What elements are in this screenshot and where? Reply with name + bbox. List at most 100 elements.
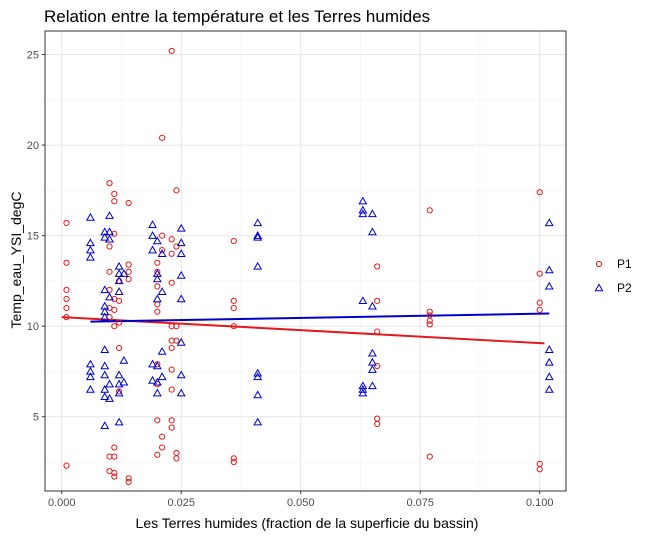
legend-key-p1 bbox=[595, 260, 603, 268]
data-point-p2 bbox=[367, 301, 377, 310]
data-point-p1 bbox=[426, 453, 433, 460]
data-point-p2 bbox=[157, 249, 167, 257]
data-point-p1 bbox=[159, 444, 166, 451]
data-point-p1 bbox=[536, 306, 543, 313]
data-point-p2 bbox=[119, 355, 129, 364]
data-point-p1 bbox=[159, 433, 166, 440]
y-tick-label: 25 bbox=[27, 50, 39, 62]
data-point-p1 bbox=[63, 286, 70, 294]
data-point-p1 bbox=[536, 466, 543, 473]
data-point-p2 bbox=[100, 392, 110, 401]
x-tick-label: 0.050 bbox=[287, 497, 315, 509]
data-point-p1 bbox=[159, 134, 166, 141]
x-tick-label: 0.025 bbox=[167, 497, 195, 509]
data-point-p1 bbox=[536, 189, 543, 196]
data-point-p1 bbox=[230, 304, 237, 312]
data-point-p1 bbox=[125, 261, 132, 268]
data-point-p2 bbox=[114, 388, 124, 397]
data-point-p1 bbox=[63, 462, 70, 469]
data-point-p2 bbox=[152, 388, 162, 397]
trend-lines bbox=[61, 312, 550, 345]
y-tick-label: 20 bbox=[27, 140, 39, 152]
data-point-p1 bbox=[111, 453, 118, 460]
data-point-p1 bbox=[374, 263, 381, 270]
data-point-p1 bbox=[106, 268, 113, 275]
data-point-p1 bbox=[115, 319, 123, 326]
data-point-p1 bbox=[168, 279, 175, 286]
data-point-p1 bbox=[173, 243, 180, 250]
data-point-p1 bbox=[426, 207, 433, 214]
data-point-p2 bbox=[114, 417, 124, 426]
data-point-p2 bbox=[367, 381, 377, 390]
data-point-p1 bbox=[168, 236, 175, 243]
data-point-p2 bbox=[253, 232, 263, 241]
data-point-p2 bbox=[544, 218, 554, 227]
data-point-p1 bbox=[230, 455, 237, 462]
data-point-p2 bbox=[119, 269, 129, 277]
data-point-p2 bbox=[253, 218, 263, 227]
data-point-p2 bbox=[100, 232, 110, 241]
data-point-p1 bbox=[374, 420, 381, 428]
data-point-p2 bbox=[105, 292, 114, 301]
data-point-p1 bbox=[173, 187, 180, 194]
data-point-p2 bbox=[176, 249, 186, 257]
data-point-p2 bbox=[367, 348, 377, 357]
data-point-p1 bbox=[111, 469, 118, 476]
data-point-p1 bbox=[230, 237, 237, 245]
data-point-p1 bbox=[154, 451, 161, 458]
data-point-p1 bbox=[374, 362, 381, 370]
data-point-p2 bbox=[358, 196, 368, 205]
data-point-p1 bbox=[159, 232, 166, 239]
data-point-p2 bbox=[100, 370, 110, 379]
data-point-p1 bbox=[111, 306, 118, 313]
y-axis-title: Temp_eau_YSI_degC bbox=[8, 192, 24, 329]
data-point-p1 bbox=[168, 417, 175, 424]
data-point-p1 bbox=[230, 458, 237, 466]
data-point-p1 bbox=[154, 283, 161, 290]
data-point-p1 bbox=[426, 308, 433, 315]
plot-border bbox=[44, 30, 567, 492]
data-point-p1 bbox=[125, 268, 132, 275]
data-point-p2 bbox=[100, 361, 110, 370]
data-point-p1 bbox=[168, 386, 175, 393]
data-point-p2 bbox=[105, 379, 114, 388]
data-point-p2 bbox=[253, 390, 263, 399]
data-point-p2 bbox=[152, 236, 162, 245]
data-point-p1 bbox=[426, 317, 433, 324]
data-point-p1 bbox=[111, 444, 118, 451]
legend-item-p1: P1 bbox=[595, 257, 632, 271]
data-point-p2 bbox=[176, 337, 186, 346]
data-point-p2 bbox=[114, 276, 124, 285]
y-tick-label: 5 bbox=[33, 412, 39, 424]
data-point-p1 bbox=[154, 417, 161, 424]
data-point-p1 bbox=[168, 366, 175, 373]
data-point-p2 bbox=[253, 417, 263, 426]
data-point-p2 bbox=[148, 375, 158, 384]
data-point-p2 bbox=[85, 212, 95, 221]
data-point-p2 bbox=[544, 265, 554, 274]
x-axis-title: Les Terres humides (fraction de la super… bbox=[136, 515, 479, 531]
data-point-p2 bbox=[253, 368, 263, 377]
data-point-p1 bbox=[154, 308, 161, 315]
data-point-p2 bbox=[253, 261, 263, 270]
data-point-p1 bbox=[154, 259, 161, 266]
data-point-p2 bbox=[544, 372, 554, 381]
legend-item-p2: P2 bbox=[594, 281, 632, 295]
data-point-p2 bbox=[85, 372, 95, 381]
data-point-p2 bbox=[152, 294, 162, 303]
data-point-p1 bbox=[173, 337, 180, 344]
data-point-p1 bbox=[125, 199, 132, 207]
data-point-p2 bbox=[105, 394, 114, 402]
data-point-p1 bbox=[63, 314, 70, 321]
data-point-p2 bbox=[100, 285, 110, 294]
legend-key-p2 bbox=[594, 283, 604, 292]
data-point-p1 bbox=[115, 297, 123, 304]
data-point-p1 bbox=[168, 424, 175, 431]
data-point-p2 bbox=[119, 377, 129, 386]
data-point-p1 bbox=[374, 328, 381, 335]
data-point-p1 bbox=[63, 304, 70, 312]
legend-label-p1: P1 bbox=[617, 257, 632, 271]
data-point-p2 bbox=[544, 357, 554, 366]
data-point-p2 bbox=[176, 238, 186, 247]
